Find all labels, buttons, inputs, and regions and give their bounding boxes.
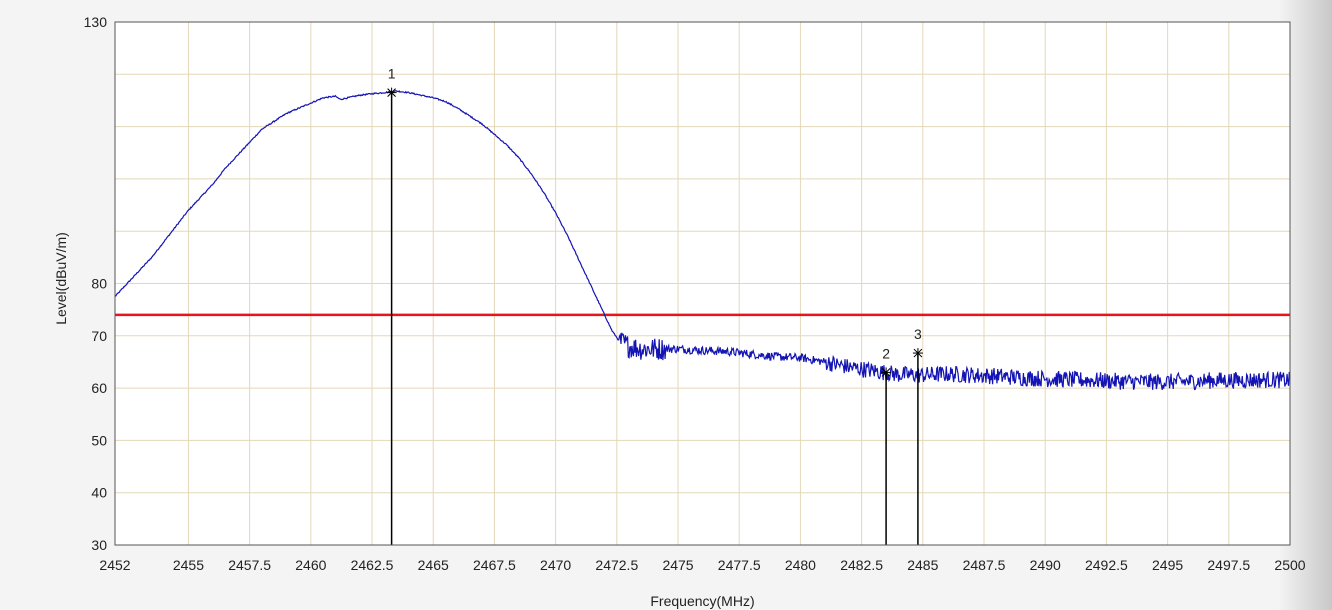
- x-tick-label: 2500: [1274, 557, 1305, 573]
- marker-label-1: 1: [388, 66, 396, 82]
- x-tick-label: 2470: [540, 557, 571, 573]
- plot-border: [114, 21, 1291, 546]
- y-tick-label: 60: [91, 380, 107, 396]
- y-tick-label: 30: [91, 537, 107, 553]
- x-tick-label: 2462.5: [351, 557, 394, 573]
- marker-star-3: [912, 348, 923, 359]
- markers-layer: 1 2 3: [386, 66, 923, 545]
- x-axis-title: Frequency(MHz): [650, 593, 754, 609]
- marker-label-3: 3: [914, 326, 922, 342]
- y-tick-label: 70: [91, 328, 107, 344]
- x-tick-label: 2455: [173, 557, 204, 573]
- y-tick-label: 50: [91, 432, 107, 448]
- x-tick-label: 2480: [785, 557, 816, 573]
- marker-star-2: [881, 367, 892, 378]
- y-tick-label: 130: [84, 14, 108, 30]
- x-tick-label: 2477.5: [718, 557, 761, 573]
- x-tick-label: 2460: [295, 557, 326, 573]
- x-tick-label: 2467.5: [473, 557, 516, 573]
- marker-star-1: [386, 87, 397, 98]
- y-tick-label: 40: [91, 485, 107, 501]
- x-tick-label: 2472.5: [595, 557, 638, 573]
- x-tick-label: 2487.5: [963, 557, 1006, 573]
- x-tick-label: 2482.5: [840, 557, 883, 573]
- x-tick-label: 2497.5: [1207, 557, 1250, 573]
- x-tick-label: 2492.5: [1085, 557, 1128, 573]
- x-tick-label: 2495: [1152, 557, 1183, 573]
- x-tick-label: 2457.5: [228, 557, 271, 573]
- x-tick-label: 2490: [1030, 557, 1061, 573]
- x-tick-label: 2485: [907, 557, 938, 573]
- x-tick-label: 2452: [99, 557, 130, 573]
- series-layer: [114, 90, 1291, 391]
- marker-label-2: 2: [882, 345, 890, 361]
- series-line-0: [114, 90, 1291, 391]
- y-tick-label: 80: [91, 276, 107, 292]
- x-tick-label: 2475: [662, 557, 693, 573]
- y-tick-labels: 30 40 50 60 70 80 130: [84, 14, 108, 553]
- x-tick-labels: 2452 2455 2457.5 2460 2462.5 2465 2467.5 2470 24…: [99, 557, 1305, 573]
- x-tick-label: 2465: [418, 557, 449, 573]
- y-axis-title: Level(dBuV/m): [53, 232, 69, 325]
